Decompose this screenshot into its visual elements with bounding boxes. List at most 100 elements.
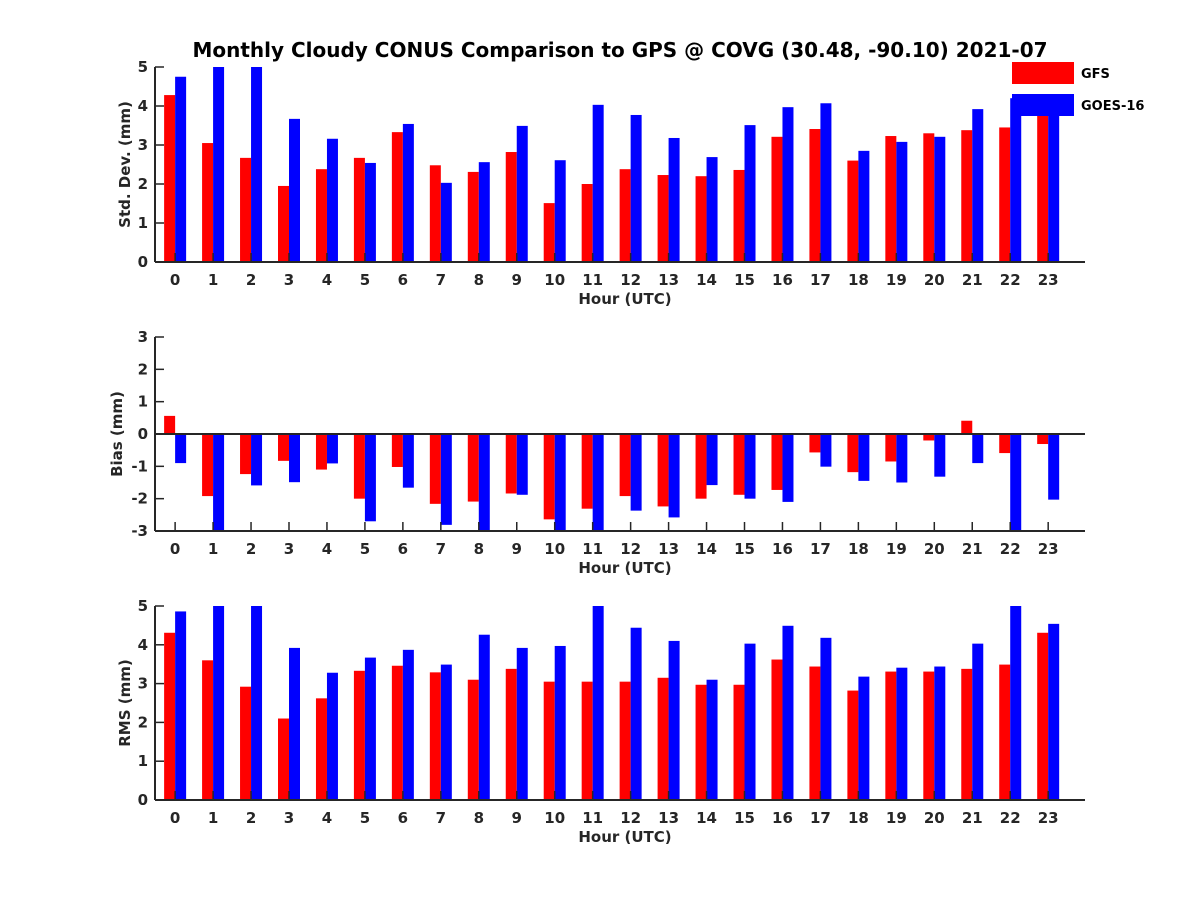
- bar-goes-16-7: [440, 182, 452, 262]
- x-tick-label: 21: [962, 540, 983, 558]
- bar-goes-16-20: [934, 136, 946, 262]
- x-tick-label: 6: [398, 540, 408, 558]
- bar-goes-16-3: [289, 434, 300, 483]
- x-tick-label: 7: [436, 271, 446, 289]
- bar-gfs-16: [771, 434, 783, 490]
- bar-goes-16-4: [326, 434, 338, 464]
- x-tick-label: 13: [658, 809, 679, 827]
- bar-goes-16-17: [820, 637, 832, 800]
- x-tick-label: 19: [886, 809, 907, 827]
- bar-gfs-16: [771, 136, 783, 262]
- x-tick-label: 2: [246, 271, 256, 289]
- bar-gfs-3: [278, 718, 289, 800]
- x-tick-label: 18: [848, 271, 869, 289]
- bar-goes-16-15: [744, 434, 756, 499]
- x-tick-label: 13: [658, 271, 679, 289]
- bar-goes-16-16: [782, 625, 794, 800]
- y-tick-label: 4: [138, 636, 148, 654]
- bar-gfs-5: [353, 670, 365, 800]
- bar-gfs-9: [505, 668, 517, 800]
- x-tick-label: 5: [360, 271, 370, 289]
- bar-gfs-16: [771, 659, 783, 800]
- bar-goes-16-20: [934, 666, 946, 800]
- x-axis-label: Hour (UTC): [578, 828, 671, 846]
- x-tick-label: 6: [398, 271, 408, 289]
- bar-goes-16-9: [516, 647, 528, 800]
- legend-label-goes-16: GOES-16: [1081, 99, 1144, 114]
- bar-gfs-23: [1037, 434, 1049, 445]
- bar-gfs-4: [315, 698, 327, 800]
- chart-title: Monthly Cloudy CONUS Comparison to GPS @…: [192, 38, 1047, 62]
- bar-goes-16-11: [592, 104, 604, 262]
- bar-gfs-6: [391, 132, 403, 262]
- bar-goes-16-3: [289, 118, 300, 263]
- bar-goes-16-13: [668, 137, 680, 262]
- bar-goes-16-12: [630, 114, 642, 262]
- bar-goes-16-23: [1048, 623, 1060, 800]
- bar-gfs-17: [809, 434, 821, 453]
- x-tick-label: 22: [1000, 809, 1021, 827]
- x-tick-label: 17: [810, 809, 831, 827]
- x-tick-label: 3: [284, 809, 294, 827]
- bar-goes-16-16: [782, 107, 794, 262]
- bar-gfs-15: [733, 169, 745, 262]
- bar-goes-16-12: [630, 434, 642, 511]
- bar-goes-16-20: [934, 434, 946, 477]
- x-tick-label: 6: [398, 809, 408, 827]
- bar-gfs-21: [961, 668, 973, 800]
- bar-gfs-2: [240, 434, 252, 475]
- bar-goes-16-5: [364, 434, 376, 522]
- bar-goes-16-9: [516, 125, 528, 262]
- bar-gfs-22: [999, 664, 1011, 800]
- x-tick-label: 23: [1038, 271, 1059, 289]
- bar-goes-16-8: [478, 162, 490, 262]
- bar-gfs-9: [505, 152, 517, 262]
- bar-gfs-11: [581, 434, 593, 509]
- y-tick-label: 1: [138, 752, 148, 770]
- bar-goes-16-0: [175, 434, 187, 464]
- bar-gfs-6: [391, 434, 403, 467]
- y-tick-label: 5: [138, 597, 148, 615]
- x-tick-label: 9: [512, 809, 522, 827]
- bar-goes-16-6: [402, 649, 414, 800]
- bar-goes-16-14: [706, 157, 718, 262]
- x-tick-label: 1: [208, 540, 218, 558]
- bar-gfs-3: [278, 185, 289, 262]
- bar-gfs-1: [202, 434, 214, 497]
- legend-swatch-gfs: [1012, 62, 1074, 84]
- bar-gfs-0: [164, 95, 176, 262]
- bar-goes-16-17: [820, 103, 832, 263]
- bar-goes-16-23: [1048, 434, 1060, 500]
- y-tick-label: 2: [138, 175, 148, 193]
- x-tick-label: 9: [512, 271, 522, 289]
- bar-goes-16-18: [858, 150, 870, 262]
- bar-gfs-10: [543, 434, 555, 520]
- x-tick-label: 2: [246, 540, 256, 558]
- bar-gfs-6: [391, 665, 403, 800]
- x-tick-label: 2: [246, 809, 256, 827]
- bar-gfs-20: [923, 133, 935, 262]
- x-tick-label: 23: [1038, 809, 1059, 827]
- bar-goes-16-15: [744, 125, 756, 262]
- bar-gfs-15: [733, 434, 745, 495]
- bar-goes-16-4: [326, 138, 338, 262]
- x-tick-label: 21: [962, 271, 983, 289]
- bar-goes-16-10: [554, 160, 566, 262]
- bar-goes-16-6: [402, 123, 414, 262]
- x-tick-label: 7: [436, 809, 446, 827]
- bar-goes-16-10: [554, 645, 566, 800]
- bar-gfs-21: [961, 130, 973, 262]
- bar-gfs-22: [999, 127, 1011, 262]
- y-tick-label: -1: [131, 457, 148, 475]
- x-tick-label: 18: [848, 540, 869, 558]
- bar-goes-16-0: [175, 76, 187, 262]
- bar-gfs-7: [429, 672, 441, 800]
- bar-gfs-22: [999, 434, 1011, 454]
- bar-goes-16-17: [820, 434, 832, 467]
- bar-goes-16-2: [251, 434, 263, 486]
- x-axis-label: Hour (UTC): [578, 559, 671, 577]
- bar-gfs-18: [847, 690, 859, 800]
- bar-gfs-13: [657, 175, 669, 262]
- x-tick-label: 15: [734, 271, 755, 289]
